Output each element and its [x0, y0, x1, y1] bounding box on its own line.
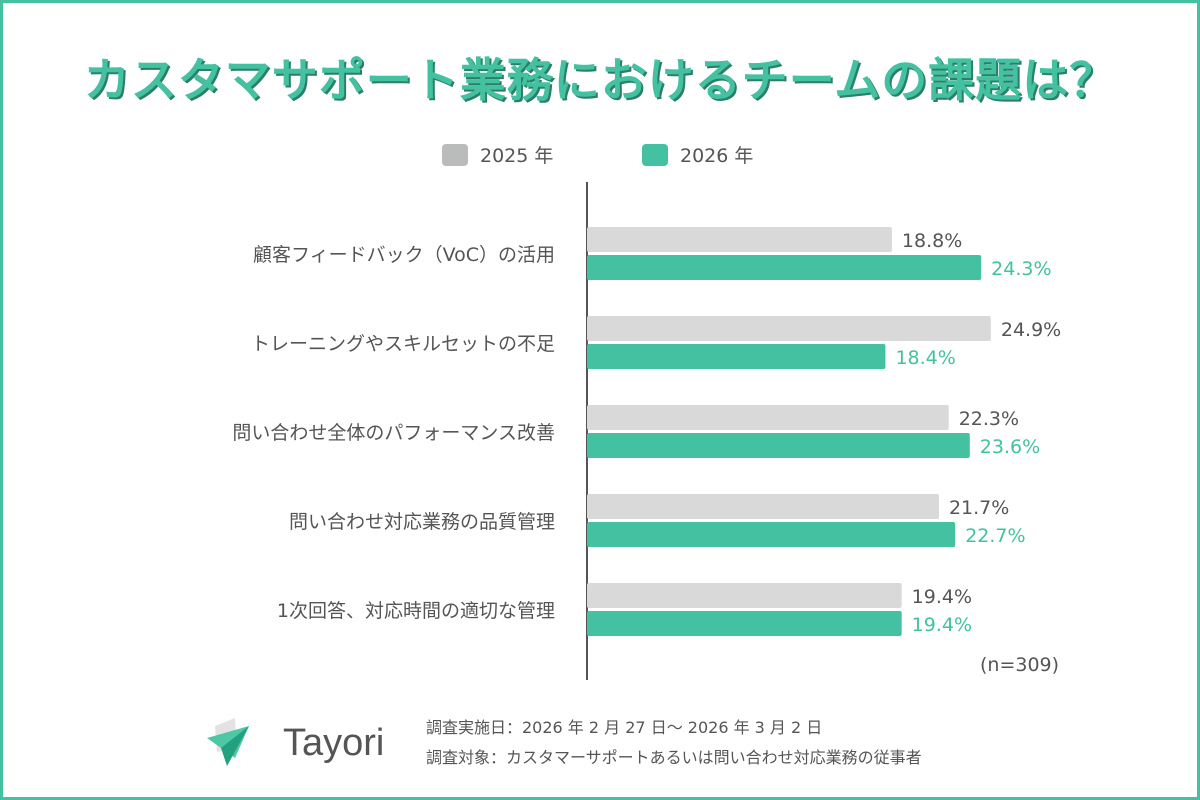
tayori-logo: Tayori — [205, 718, 384, 768]
data-label: 19.4% — [912, 586, 972, 608]
bar-2025 — [587, 583, 902, 608]
bar-2026 — [587, 611, 902, 636]
legend-label-2025: 2025 年 — [480, 145, 554, 167]
paper-plane-logo-icon — [207, 718, 249, 766]
survey-target: 調査対象：カスタマーサポートあるいは問い合わせ対応業務の従事者 — [426, 748, 922, 767]
logo-text: Tayori — [283, 721, 385, 764]
sample-size-note: (n=309) — [980, 654, 1060, 676]
survey-period: 調査実施日：2026 年 2 月 27 日～ 2026 年 3 月 2 日 — [426, 718, 823, 737]
data-label: 24.9% — [1001, 319, 1061, 341]
category-label: 顧客フィードバック（VoC）の活用 — [253, 244, 555, 266]
legend-label-2026: 2026 年 — [680, 145, 754, 167]
bar-2025 — [587, 494, 939, 519]
bar-2026 — [587, 344, 886, 369]
bar-2025 — [587, 316, 991, 341]
legend-2026: 2026 年 — [642, 141, 753, 168]
data-label: 22.3% — [959, 408, 1019, 430]
survey-notes: 調査実施日：2026 年 2 月 27 日～ 2026 年 3 月 2 日 調査… — [426, 713, 922, 773]
legend-swatch-2026 — [642, 143, 668, 166]
bar-2025 — [587, 227, 892, 252]
data-label: 22.7% — [965, 525, 1025, 547]
data-label: 18.8% — [902, 230, 962, 252]
legend-swatch-2025 — [442, 143, 468, 166]
data-label: 24.3% — [991, 258, 1051, 280]
bar-2025 — [587, 405, 949, 430]
category-label: 問い合わせ対応業務の品質管理 — [289, 511, 555, 533]
data-label: 23.6% — [980, 436, 1040, 458]
category-label: 1次回答、対応時間の適切な管理 — [277, 600, 555, 622]
legend-2025: 2025 年 — [442, 141, 553, 168]
bar-2026 — [587, 255, 982, 280]
data-label: 19.4% — [912, 614, 972, 636]
bar-2026 — [587, 433, 970, 458]
category-label: 問い合わせ全体のパフォーマンス改善 — [232, 422, 555, 444]
data-label: 21.7% — [949, 497, 1009, 519]
data-label: 18.4% — [895, 347, 955, 369]
bar-2026 — [587, 522, 956, 547]
chart-title: カスタマサポート業務におけるチームの課題は？ — [83, 53, 1117, 107]
category-label: トレーニングやスキルセットの不足 — [251, 333, 555, 355]
